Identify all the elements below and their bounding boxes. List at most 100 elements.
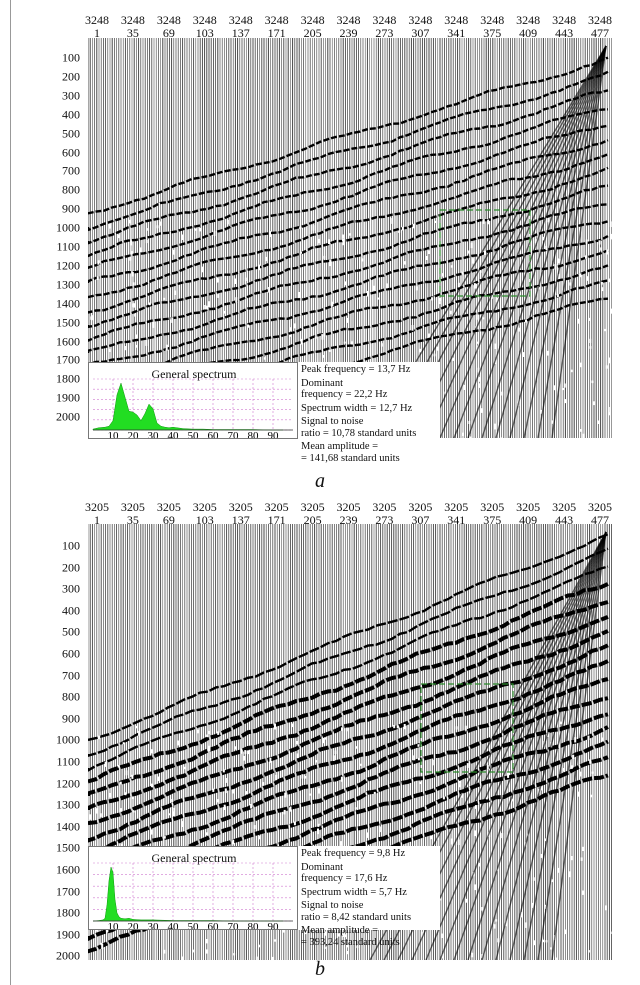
y-tick-a: 1100 [56,239,80,254]
trace-header-tick-b: 3205 205 [301,501,325,527]
trace-header-tick-b: 3205 307 [408,501,432,527]
snr-b: Signal to noise ratio = 8,42 standard uni… [301,900,437,923]
trace-header-line-number: 3205 [372,500,397,514]
trace-header-tick-a: 3248 307 [408,14,432,40]
y-tick-a: 100 [62,50,80,65]
spectrum-area-b [92,866,283,922]
trace-header-trace-number: 35 [126,26,139,40]
trace-header-line-number: 3248 [372,13,397,27]
trace-header-tick-b: 3205 273 [372,501,396,527]
trace-header-trace-number: 171 [267,26,286,40]
panel-b: 3205 1 3205 35 3205 69 3205 103 3205 137 3205 171 32… [0,490,640,985]
peak-frequency-a: Peak frequency = 13,7 Hz [301,364,411,375]
trace-header-trace-number: 443 [555,513,574,527]
trace-header-tick-a: 3248 273 [372,14,396,40]
left-border [10,0,11,985]
y-tick-a: 1400 [56,296,80,311]
trace-header-trace-number: 375 [483,26,502,40]
trace-header-tick-b: 3205 171 [265,501,289,527]
trace-header-trace-number: 239 [339,513,358,527]
spectrum-x-tick-a: 70 [228,430,240,438]
dominant-frequency-a: Dominant frequency = 22,2 Hz [301,378,437,401]
trace-header-line-number: 3248 [85,13,109,27]
y-tick-b: 1100 [56,754,80,769]
trace-header-tick-a: 3248 205 [301,14,325,40]
trace-header-trace-number: 443 [555,26,574,40]
trace-header-line-number: 3205 [156,500,181,514]
trace-header-line-number: 3205 [264,500,289,514]
y-tick-b: 1600 [56,862,80,877]
trace-header-tick-a: 3248 477 [588,14,612,40]
spectrum-x-tick-b: 70 [228,921,240,929]
spectrum-x-tick-b: 60 [208,921,220,929]
trace-header-trace-number: 341 [447,26,466,40]
panel-a: 3248 1 3248 35 3248 69 3248 103 3248 137 3248 171 32… [0,13,612,492]
trace-header-line-number: 3248 [408,13,433,27]
y-tick-a: 1300 [56,277,80,292]
trace-header-tick-a: 3248 1 [85,14,109,40]
y-tick-a: 1700 [56,352,80,367]
y-tick-b: 2000 [56,948,80,963]
spectrum-x-tick-b: 40 [168,921,180,929]
trace-header-trace-number: 103 [195,513,214,527]
snr-label-b: Signal to noise [301,900,364,911]
trace-header-tick-b: 3205 239 [337,501,361,527]
trace-header-trace-number: 1 [94,26,100,40]
trace-header-line-number: 3248 [444,13,469,27]
y-tick-a: 200 [62,69,80,84]
y-tick-b: 800 [62,689,80,704]
spectrum-x-tick-b: 50 [188,921,200,929]
trace-header-line-number: 3205 [408,500,433,514]
dominant-value-b: frequency = 17,6 Hz [301,873,388,884]
spectrum-area-a [92,382,283,431]
trace-header-line-number: 3248 [120,13,145,27]
trace-header-tick-a: 3248 375 [480,14,504,40]
spectrum-x-tick-a: 30 [148,430,160,438]
trace-header-trace-number: 409 [519,26,538,40]
trace-header-tick-a: 3248 137 [229,14,253,40]
y-tick-b: 1800 [56,905,80,920]
trace-header-trace-number: 239 [339,26,358,40]
trace-header-line-number: 3248 [480,13,505,27]
spectrum-x-tick-a: 60 [208,430,220,438]
spectrum-width-b: Spectrum width = 5,7 Hz [301,886,407,898]
spectrum-x-tick-b: 80 [248,921,260,929]
trace-header-line-number: 3248 [516,13,541,27]
mean-amplitude-b: Mean amplitude = = 393,24 standard units [301,925,437,948]
trace-header-tick-a: 3248 409 [516,14,540,40]
spectrum-width-a: Spectrum width = 12,7 Hz [301,402,413,414]
spectrum-x-tick-b: 20 [128,921,140,929]
trace-header-trace-number: 1 [94,513,100,527]
y-tick-b: 200 [62,560,80,575]
trace-header-trace-number: 477 [591,513,609,527]
spectrum-x-tick-b: 10 [108,921,120,929]
trace-header-b: 3205 1 3205 35 3205 69 3205 103 3205 137 3205 171 32… [0,501,640,535]
trace-header-line-number: 3248 [192,13,217,27]
spectrum-x-tick-b: 90 [268,921,280,929]
y-tick-b: 500 [62,624,80,639]
y-tick-b: 1000 [56,732,80,747]
trace-header-trace-number: 103 [195,26,214,40]
caption-b: b [315,958,325,980]
dominant-label-b: Dominant [301,861,343,873]
amp-value-b: = 393,24 standard units [301,936,400,948]
mean-amplitude-a: Mean amplitude = = 141,68 standard units [301,441,437,464]
y-tick-b: 600 [62,646,80,661]
spectrum-x-tick-a: 20 [128,430,140,438]
y-tick-b: 1900 [56,927,80,942]
trace-header-trace-number: 137 [231,26,250,40]
trace-header-line-number: 3205 [552,500,577,514]
trace-header-trace-number: 137 [231,513,250,527]
trace-header-trace-number: 307 [411,513,430,527]
trace-header-tick-b: 3205 409 [516,501,540,527]
spectrum-grid-b [93,862,293,922]
y-tick-a: 700 [62,163,80,178]
y-axis-a: 100 200 300 400 500 600 700 800 900 1000 1100 1200 1… [0,38,86,442]
peak-frequency-b: Peak frequency = 9,8 Hz [301,848,406,859]
y-axis-b: 100 200 300 400 500 600 700 800 900 1000 1100 1200 1… [0,524,86,964]
spectrum-info-b: Peak frequency = 9,8 Hz Dominant frequenc… [298,846,440,948]
y-tick-a: 1200 [56,258,80,273]
y-tick-a: 1000 [56,220,80,235]
spectrum-title-b: General spectrum [151,851,237,865]
trace-header-trace-number: 477 [591,26,609,40]
